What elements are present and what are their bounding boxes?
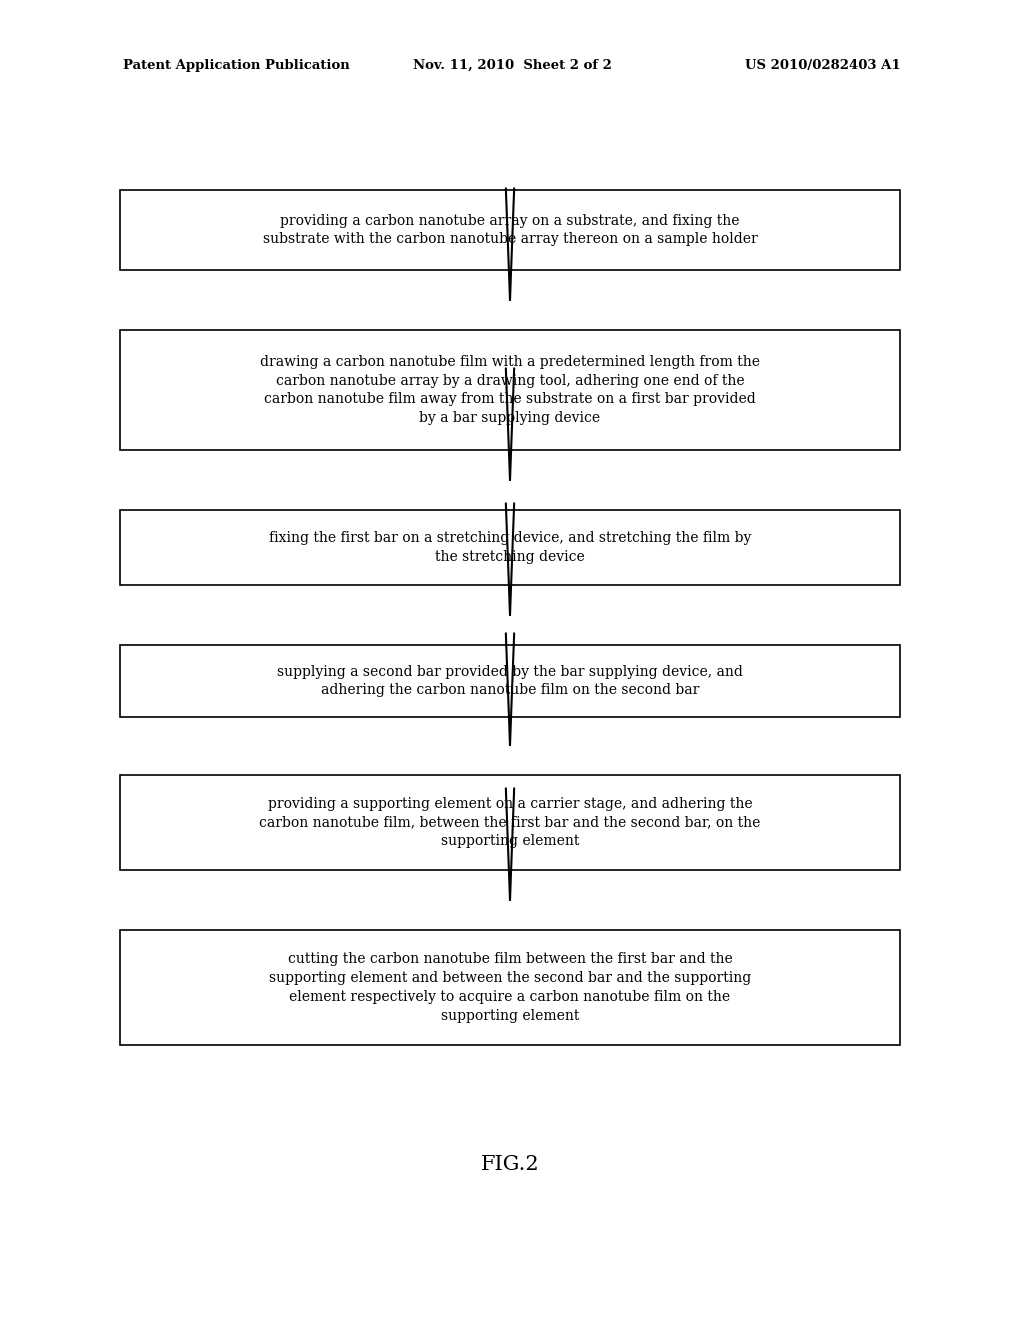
Bar xyxy=(120,330,900,450)
Text: supplying a second bar provided by the bar supplying device, and
adhering the ca: supplying a second bar provided by the b… xyxy=(278,664,743,697)
Text: providing a carbon nanotube array on a substrate, and fixing the
substrate with : providing a carbon nanotube array on a s… xyxy=(262,214,758,247)
Bar xyxy=(120,510,900,585)
Text: Nov. 11, 2010  Sheet 2 of 2: Nov. 11, 2010 Sheet 2 of 2 xyxy=(413,58,611,71)
Text: FIG.2: FIG.2 xyxy=(480,1155,540,1175)
Text: providing a supporting element on a carrier stage, and adhering the
carbon nanot: providing a supporting element on a carr… xyxy=(259,796,761,849)
Text: US 2010/0282403 A1: US 2010/0282403 A1 xyxy=(745,58,901,71)
Bar xyxy=(120,931,900,1045)
Text: Patent Application Publication: Patent Application Publication xyxy=(123,58,349,71)
Text: fixing the first bar on a stretching device, and stretching the film by
the stre: fixing the first bar on a stretching dev… xyxy=(269,531,752,564)
Bar xyxy=(120,775,900,870)
Bar xyxy=(120,190,900,271)
Text: cutting the carbon nanotube film between the first bar and the
supporting elemen: cutting the carbon nanotube film between… xyxy=(269,952,752,1023)
Text: drawing a carbon nanotube film with a predetermined length from the
carbon nanot: drawing a carbon nanotube film with a pr… xyxy=(260,355,760,425)
Bar xyxy=(120,645,900,717)
